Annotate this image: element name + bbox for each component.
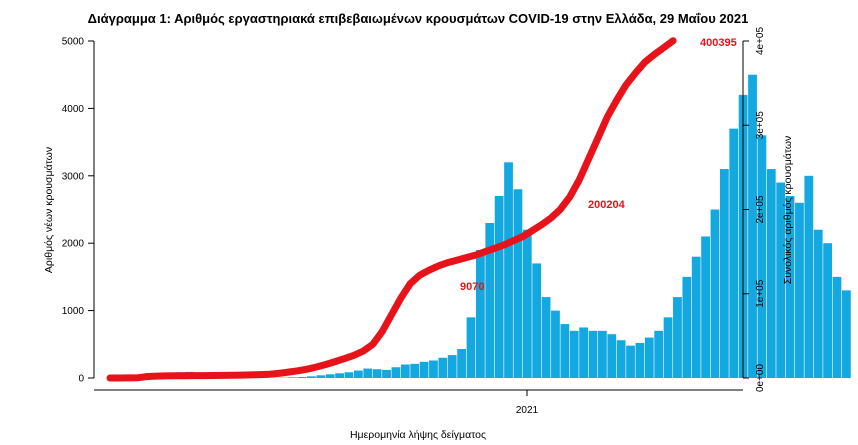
bar: [353, 370, 363, 378]
x-tick-label-2021: 2021: [516, 405, 539, 416]
bar: [710, 209, 720, 378]
y-tick-label: 4000: [62, 104, 85, 115]
annotation-200204: 200204: [588, 199, 626, 211]
y-tick-label: 3000: [62, 171, 85, 182]
y-tick-label: 1000: [62, 306, 85, 317]
bar: [466, 317, 476, 378]
bar: [785, 196, 795, 378]
bar: [363, 368, 373, 378]
bar: [485, 222, 495, 378]
chart-title: Διάγραμμα 1: Αριθμός εργαστηριακά επιβεβ…: [88, 11, 749, 26]
daily-case-bars: [119, 74, 851, 379]
y-axis-label: Αριθμός νέων κρουσμάτων: [43, 147, 55, 273]
bar: [410, 363, 420, 378]
cumulative-line: [106, 37, 677, 382]
bar: [691, 256, 701, 378]
annotation-9070: 9070: [460, 281, 484, 293]
bar: [607, 334, 617, 378]
bar: [532, 263, 542, 378]
bar: [579, 327, 588, 378]
bar: [813, 229, 823, 378]
annotation-400395: 400395: [700, 37, 737, 49]
bar: [823, 243, 832, 378]
bar: [776, 182, 786, 378]
y2-tick-label: 4e+05: [755, 27, 766, 56]
y2-tick-label: 3e+05: [755, 111, 766, 140]
y2-tick-label: 2e+05: [755, 195, 766, 224]
y-tick-label: 2000: [62, 239, 85, 250]
bar: [644, 337, 654, 378]
bar: [504, 162, 513, 378]
bar: [804, 175, 814, 378]
bar: [841, 290, 851, 378]
bar: [297, 376, 307, 378]
bar: [597, 330, 607, 378]
bar: [522, 229, 532, 378]
bar: [635, 342, 645, 378]
bar: [701, 236, 710, 378]
bar: [475, 249, 485, 378]
y-tick-label: 0: [78, 374, 84, 385]
bar: [766, 169, 776, 378]
bar: [447, 355, 457, 378]
y2-tick-label: 0e+00: [755, 364, 766, 393]
bar: [654, 330, 664, 378]
bar: [288, 377, 298, 378]
bar: [673, 297, 682, 378]
bar: [316, 375, 326, 378]
bar: [307, 376, 316, 378]
bar: [551, 310, 560, 378]
bar: [400, 364, 410, 378]
bar: [325, 374, 335, 378]
bar: [588, 330, 598, 378]
y2-axis-label: Συνολικός αριθμός κρουσμάτων: [782, 136, 794, 285]
bar: [335, 373, 345, 378]
y-tick-label: 5000: [62, 37, 85, 48]
y2-tick-label: 1e+05: [755, 279, 766, 308]
bar: [616, 340, 626, 378]
left-axis: 0 1000 2000 3000 4000 5000: [62, 37, 94, 385]
bar: [626, 345, 635, 378]
bar: [344, 372, 354, 378]
bar: [391, 367, 401, 378]
bar: [457, 349, 467, 378]
bar: [748, 74, 757, 378]
bar: [560, 324, 570, 378]
bar: [419, 361, 429, 378]
bar: [429, 360, 438, 378]
bar: [719, 169, 729, 378]
bar: [372, 369, 382, 378]
bar: [569, 330, 579, 378]
bar: [494, 196, 504, 378]
bar: [382, 369, 391, 378]
right-axis: 0e+00 1e+05 2e+05 3e+05 4e+05: [743, 27, 766, 393]
bar: [541, 297, 551, 378]
bar: [663, 317, 673, 378]
bar: [513, 189, 523, 378]
bar: [795, 202, 804, 378]
bar: [832, 276, 842, 378]
bar: [438, 357, 448, 378]
bar: [682, 276, 692, 378]
x-axis-label: Ημερομηνία λήψης δείγματος: [350, 429, 486, 441]
bar: [729, 128, 739, 378]
cumulative-cases-line: [106, 37, 677, 382]
bar: [757, 135, 767, 378]
